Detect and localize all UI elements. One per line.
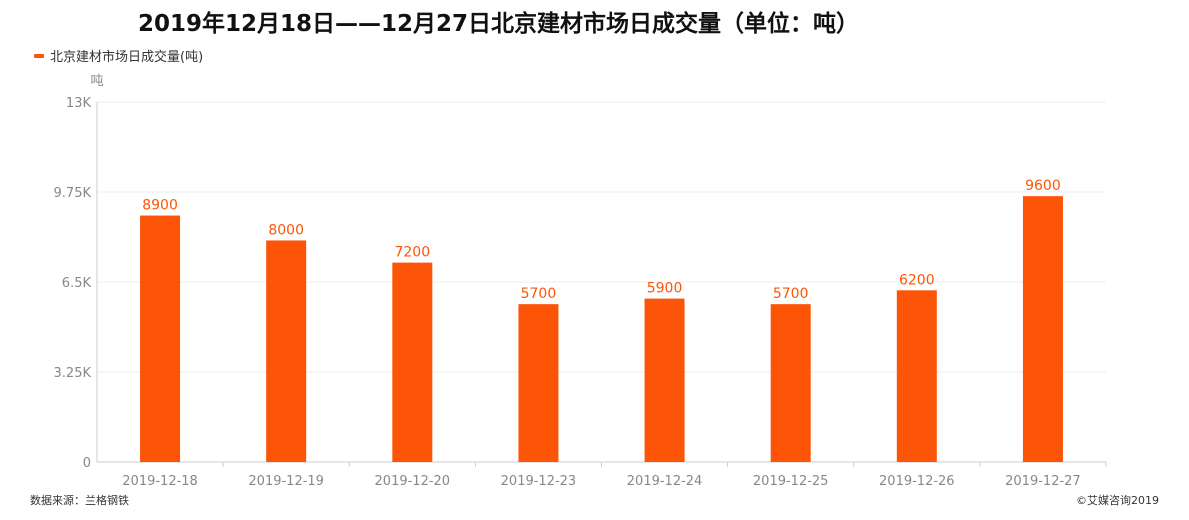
data-label: 5700 <box>521 286 557 302</box>
x-tick-label: 2019-12-24 <box>627 474 703 489</box>
legend-label: 北京建材市场日成交量(吨) <box>50 50 204 65</box>
y-tick-label: 0 <box>83 456 91 471</box>
y-tick-label: 9.75K <box>54 186 92 201</box>
chart-title: 2019年12月18日——12月27日北京建材市场日成交量（单位：吨） <box>138 11 860 37</box>
x-tick-label: 2019-12-20 <box>375 474 451 489</box>
bar-2019-12-23[interactable] <box>518 304 559 462</box>
x-tick-label: 2019-12-23 <box>501 474 577 489</box>
copyright: ©艾媒咨询2019 <box>1076 494 1159 507</box>
data-label: 8900 <box>142 198 178 214</box>
x-tick-label: 2019-12-25 <box>753 474 829 489</box>
bar-2019-12-25[interactable] <box>770 304 811 462</box>
data-label: 9600 <box>1025 178 1061 194</box>
y-tick-label: 13K <box>66 96 92 111</box>
bar-2019-12-20[interactable] <box>392 262 433 462</box>
bar-2019-12-18[interactable] <box>140 215 181 462</box>
x-tick-label: 2019-12-19 <box>248 474 324 489</box>
chart-legend[interactable]: 北京建材市场日成交量(吨) <box>34 46 203 65</box>
data-label: 6200 <box>899 272 935 288</box>
data-label: 7200 <box>394 245 430 261</box>
x-tick-label: 2019-12-26 <box>879 474 955 489</box>
y-axis-label: 吨 <box>90 74 103 89</box>
data-label: 8000 <box>268 222 304 238</box>
legend-swatch <box>34 53 44 58</box>
x-tick-label: 2019-12-18 <box>122 474 198 489</box>
bar-2019-12-19[interactable] <box>266 240 307 462</box>
data-source: 数据来源：兰格钢铁 <box>30 494 129 507</box>
x-tick-label: 2019-12-27 <box>1005 474 1081 489</box>
data-label: 5900 <box>647 281 683 297</box>
y-tick-label: 6.5K <box>62 276 92 291</box>
bar-2019-12-24[interactable] <box>644 298 685 462</box>
bar-2019-12-27[interactable] <box>1022 196 1063 462</box>
y-tick-label: 3.25K <box>54 366 92 381</box>
data-label: 5700 <box>773 286 809 302</box>
bar-2019-12-26[interactable] <box>896 290 937 462</box>
